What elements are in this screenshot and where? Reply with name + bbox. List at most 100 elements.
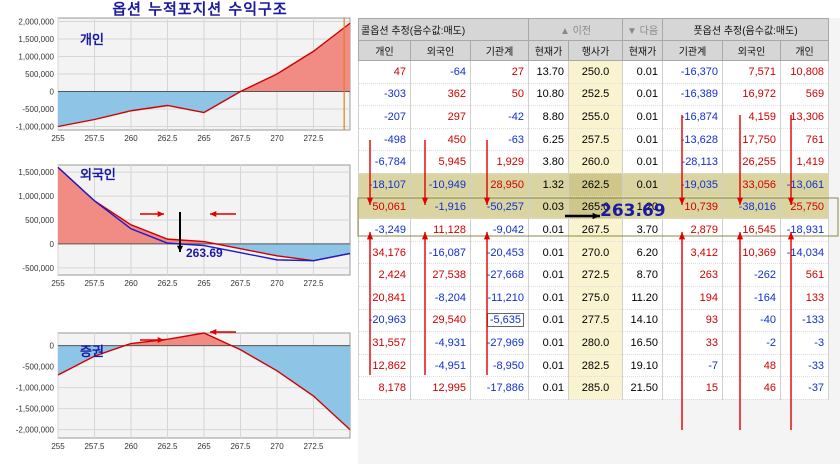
table-cell: -2 [722, 331, 782, 355]
table-cell: 11.20 [622, 286, 664, 310]
table-cell: 16,972 [722, 83, 782, 107]
y-tick-label: -1,000,000 [16, 384, 55, 393]
profit-area [58, 167, 350, 244]
column-header[interactable]: 개인 [780, 40, 830, 61]
column-header[interactable]: 행사가 [568, 40, 624, 61]
option-position-table: 콜옵션 추정(음수값:매도) ▲ 이전 ▼ 다음 풋옵션 추정(음수값:매도) … [358, 18, 830, 400]
table-cell: 263 [662, 263, 724, 287]
table-cell: -3,249 [358, 218, 411, 242]
table-cell: -9,042 [469, 218, 530, 242]
table-cell: 270.0 [568, 241, 624, 265]
arrow-head [157, 210, 164, 218]
column-header[interactable]: 외국인 [410, 40, 471, 61]
table-cell: 26,255 [722, 150, 782, 174]
profit-area [58, 333, 350, 346]
table-row[interactable]: 47 -64 27 13.70 250.0 0.01 -16,370 7,571 10,808 [358, 60, 830, 84]
table-cell: 34,176 [358, 241, 411, 265]
table-row[interactable]: -20,963 29,540 -5,635 0.01 277.5 14.10 93 -40 -1… [358, 309, 830, 333]
column-header[interactable]: 현재가 [622, 40, 664, 61]
table-cell: -64 [410, 60, 471, 84]
table-row[interactable]: -6,784 5,945 1,929 3.80 260.0 0.01 -28,113 26,2… [358, 150, 830, 174]
table-cell: 297 [410, 105, 471, 129]
table-cell: 8.80 [528, 105, 570, 129]
table-cell: 275.0 [568, 286, 624, 310]
table-cell: -33 [780, 354, 830, 378]
loss-area [216, 243, 350, 261]
right-arrow-2 [210, 328, 236, 336]
table-row[interactable]: 34,176 -16,087 -20,453 0.01 270.0 6.20 3,412 10… [358, 241, 830, 265]
right-arrow [210, 210, 236, 218]
table-cell: -38,016 [722, 196, 782, 220]
chart-label: 개인 [80, 32, 104, 47]
table-cell: 0.01 [528, 263, 570, 287]
column-header[interactable]: 현재가 [528, 40, 570, 61]
table-cell: -37 [780, 376, 830, 400]
x-tick-label: 270 [270, 442, 284, 451]
column-header[interactable]: 외국인 [722, 40, 782, 61]
column-header[interactable]: 개인 [358, 40, 411, 61]
table-cell: -3 [780, 331, 830, 355]
table-row[interactable]: 8,178 12,995 -17,886 0.01 285.0 21.50 15 46 -37 [358, 376, 830, 400]
table-cell: 0.01 [622, 173, 664, 197]
y-tick-label: -500,000 [22, 363, 54, 372]
table-cell: 16.50 [622, 331, 664, 355]
table-cell: -8,204 [410, 286, 471, 310]
x-tick-label: 260 [124, 134, 138, 143]
table-row[interactable]: 12,862 -4,951 -8,950 0.01 282.5 19.10 -7 48 -33 [358, 354, 830, 378]
table-cell: 262.5 [568, 173, 624, 197]
table-row[interactable]: 50,061 -1,916 -50,257 0.03 265.0 1.20 10,739 -3… [358, 196, 830, 220]
table-row[interactable]: -303 362 50 10.80 252.5 0.01 -16,389 16,972 569 [358, 83, 830, 107]
selected-cell[interactable]: -5,635 [486, 313, 525, 328]
chart-2: 255 257.5 260 262.5 265 267.5 270 272.5 1,500,00… [18, 164, 351, 288]
y-tick-label: 1,500,000 [18, 35, 54, 44]
table-cell: 561 [780, 263, 830, 287]
table-cell: 1,929 [469, 150, 530, 174]
table-cell: 1.32 [528, 173, 570, 197]
table-cell: -303 [358, 83, 411, 107]
table-cell: -207 [358, 105, 411, 129]
table-cell: 10,369 [722, 241, 782, 265]
table-cell: 761 [780, 128, 830, 152]
table-cell: -4,951 [410, 354, 471, 378]
table-row[interactable]: 2,424 27,538 -27,668 0.01 272.5 8.70 263 -262 56… [358, 263, 830, 287]
table-cell: 0.01 [528, 354, 570, 378]
table-cell: -27,969 [469, 331, 530, 355]
table-row[interactable]: -3,249 11,128 -9,042 0.01 267.5 3.70 2,879 16,5… [358, 218, 830, 242]
y-tick-label: 500,000 [25, 70, 54, 79]
y-tick-label: -2,000,000 [16, 426, 55, 435]
y-tick-label: 2,000,000 [18, 18, 54, 27]
table-cell: 250.0 [568, 60, 624, 84]
table-cell: -4,931 [410, 331, 471, 355]
table-cell: 27 [469, 60, 530, 84]
table-cell: -28,113 [662, 150, 724, 174]
table-cell: -42 [469, 105, 530, 129]
table-cell: 10,808 [780, 60, 830, 84]
table-cell: 7,571 [722, 60, 782, 84]
table-cell: -262 [722, 263, 782, 287]
table-cell: 15 [662, 376, 724, 400]
x-tick-label: 255 [51, 442, 65, 451]
x-tick-label: 262.5 [157, 279, 178, 288]
table-cell: 13.70 [528, 60, 570, 84]
charts-panel: 255 257.5 260 262.5 265 267.5 270 272.5 2,000,00… [0, 0, 360, 464]
table-cell: 3.70 [622, 218, 664, 242]
x-tick-label: 257.5 [84, 442, 105, 451]
table-cell: 50 [469, 83, 530, 107]
x-tick-label: 257.5 [84, 279, 105, 288]
table-row[interactable]: -18,107 -10,949 28,950 1.32 262.5 0.01 -19,035… [358, 173, 830, 197]
chart-label: 증권 [80, 344, 104, 359]
table-cell: 19.10 [622, 354, 664, 378]
table-row[interactable]: 31,557 -4,931 -27,969 0.01 280.0 16.50 33 -2 -3 [358, 331, 830, 355]
column-header[interactable]: 기관계 [469, 40, 530, 61]
prev-button[interactable]: ▲ 이전 [528, 18, 624, 41]
table-row[interactable]: -207 297 -42 8.80 255.0 0.01 -16,874 4,159 13,30… [358, 105, 830, 129]
table-row[interactable]: -498 450 -63 6.25 257.5 0.01 -13,628 17,750 761 [358, 128, 830, 152]
next-button[interactable]: ▼ 다음 [622, 18, 664, 41]
table-row[interactable]: 20,841 -8,204 -11,210 0.01 275.0 11.20 194 -164… [358, 286, 830, 310]
payoff-line-current [57, 166, 351, 262]
table-cell: 3.80 [528, 150, 570, 174]
table-cell: -18,107 [358, 173, 411, 197]
column-header[interactable]: 기관계 [662, 40, 724, 61]
y-tick-label: -1,000,000 [16, 123, 55, 132]
table-cell: 0.01 [622, 105, 664, 129]
